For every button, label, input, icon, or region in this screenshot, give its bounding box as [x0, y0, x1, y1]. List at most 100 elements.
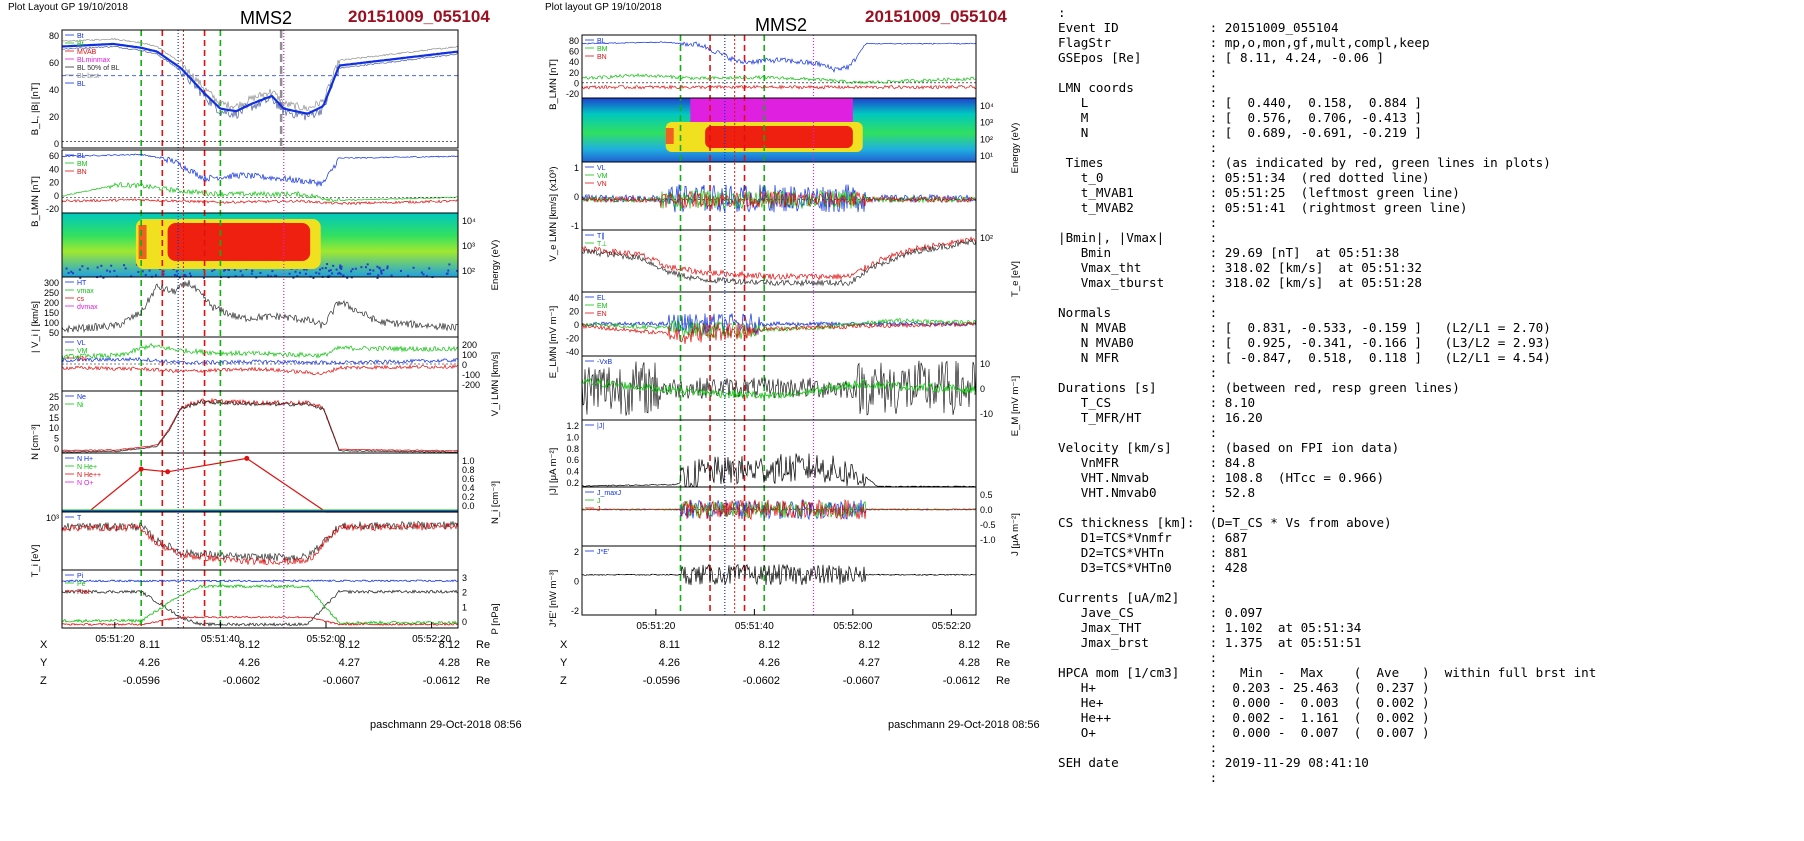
time-tick-label: 05:51:40 — [735, 621, 774, 632]
y-tick-label: 0.2 — [566, 478, 579, 488]
panel-ylabel: V_i LMN [km/s] — [490, 352, 501, 416]
y-tick-label: 80 — [569, 36, 579, 46]
spectro-speckle — [202, 276, 205, 279]
y-tick-label-right: 1 — [462, 602, 467, 612]
panel-ylabel: |J| [μA m⁻²] — [548, 448, 559, 496]
bl-trace — [61, 42, 459, 115]
left-plot-header: Plot Layout GP 19/10/2018 — [8, 2, 128, 13]
spectro-speckle — [81, 265, 84, 268]
y-tick-label: 0 — [54, 191, 59, 201]
spectro-speckle — [189, 275, 192, 278]
legend-label: BL — [77, 153, 86, 160]
position-value: -0.0607 — [842, 675, 880, 687]
y-tick-label-right: 10² — [980, 134, 993, 144]
position-value: 8.12 — [438, 639, 460, 651]
info-line: FlagStr : mp,o,mon,gf,mult,compl,keep — [1058, 35, 1430, 50]
y-tick-label-right: -200 — [462, 380, 480, 390]
spectro-speckle — [154, 274, 157, 277]
spectro-speckle — [339, 266, 342, 269]
spectro-speckle — [342, 274, 345, 277]
info-line: VHT.Nmvab : 108.8 (HTcc = 0.966) — [1058, 470, 1385, 485]
ti-trace — [61, 520, 459, 562]
spectro-speckle — [86, 267, 89, 270]
info-line: N MVAB : [ 0.831, -0.533, -0.159 ] (L2/L… — [1058, 320, 1551, 335]
bt-trace — [61, 45, 459, 121]
spectro-red-band — [167, 223, 311, 261]
spectro-speckle — [412, 266, 415, 269]
panel-ylabel: B_LMN [nT] — [30, 176, 41, 227]
y-tick-label-right: 2 — [462, 588, 467, 598]
panel-frame — [61, 390, 459, 454]
legend-label: EL — [597, 295, 606, 302]
legend-label: -VxB — [597, 359, 613, 366]
y-tick-label: -20 — [566, 89, 579, 99]
y-tick-label: 0.8 — [566, 444, 579, 454]
spectro-speckle — [332, 264, 335, 267]
minus-vxb-trace — [581, 377, 977, 400]
spectro-speckle — [303, 268, 306, 271]
y-tick-label: -1 — [571, 221, 579, 231]
spectro-speckle — [380, 269, 383, 272]
legend-label: EM — [597, 303, 608, 310]
info-line: CS thickness [km]: (D=T_CS * Vs from abo… — [1058, 515, 1392, 530]
he-plus-plus-point — [244, 455, 250, 461]
spectro-speckle — [65, 267, 68, 270]
bn-trace — [581, 84, 977, 90]
spectro-speckle — [241, 274, 244, 277]
spectro-speckle — [176, 274, 179, 277]
he-plus-plus-point — [138, 466, 144, 472]
position-row: X 8.11 8.12 8.12 8.12 Re — [560, 636, 1010, 654]
spectro-speckle — [102, 276, 105, 279]
spectro-speckle — [329, 269, 332, 272]
spectro-speckle — [71, 272, 74, 275]
y-tick-label: 0 — [574, 577, 579, 587]
info-line: LMN coords : — [1058, 80, 1218, 95]
ne-trace — [61, 397, 459, 452]
y-tick-label: 40 — [569, 293, 579, 303]
spectro-speckle — [202, 268, 205, 271]
spectro-speckle — [259, 271, 262, 274]
spectro-speckle — [351, 268, 354, 271]
panel-frame — [581, 229, 977, 293]
panel-ylabel: T_i [eV] — [30, 545, 41, 578]
spectro-speckle — [267, 274, 270, 277]
y-tick-label: 0 — [54, 444, 59, 454]
info-line: He++ : 0.002 - 1.161 ( 0.002 ) — [1058, 710, 1430, 725]
spectro-magenta-band — [690, 98, 853, 122]
y-tick-label: 100 — [44, 318, 59, 328]
spectro-speckle — [172, 268, 175, 271]
position-value: 8.11 — [659, 639, 680, 651]
y-tick-label-right: 0.0 — [980, 505, 993, 515]
legend-label: T∥ — [597, 232, 605, 240]
position-row: Z -0.0596 -0.0602 -0.0607 -0.0612 Re — [560, 672, 1010, 690]
spectro-speckle — [372, 269, 375, 272]
left-event-title: 20151009_055104 — [348, 7, 490, 26]
event-info-panel: : Event ID : 20151009_055104 FlagStr : mp,… — [1058, 5, 1596, 785]
bl-trace — [581, 41, 977, 73]
y-tick-label-right: 10¹ — [980, 151, 993, 161]
y-tick-label: 50 — [49, 328, 59, 338]
spectro-speckle — [321, 267, 324, 270]
spectro-speckle — [339, 264, 342, 267]
info-line: : — [1058, 425, 1218, 440]
spectro-speckle — [292, 276, 295, 279]
spectro-speckle — [305, 268, 308, 271]
y-tick-label: 250 — [44, 288, 59, 298]
legend-label: VL — [77, 340, 86, 347]
j-magnitude-trace — [581, 453, 977, 488]
position-row: X 8.11 8.12 8.12 8.12 Re — [40, 636, 490, 654]
panel-frame — [581, 545, 977, 616]
spectro-speckle — [376, 265, 379, 268]
y-tick-label: 60 — [49, 58, 59, 68]
y-tick-label: 1.2 — [566, 421, 579, 431]
spectro-speckle — [378, 266, 381, 269]
spectro-speckle — [189, 272, 192, 275]
spectro-speckle — [328, 275, 331, 278]
spectro-speckle — [340, 267, 343, 270]
position-value: 4.27 — [338, 657, 360, 669]
spectro-orange-spot — [138, 225, 147, 259]
info-line: Vmax_tburst : 318.02 [km/s] at 05:51:28 — [1058, 275, 1422, 290]
panel-ylabel: B_LMN [nT] — [548, 59, 559, 110]
info-line: : — [1058, 575, 1218, 590]
legend-label: HT — [77, 280, 87, 287]
